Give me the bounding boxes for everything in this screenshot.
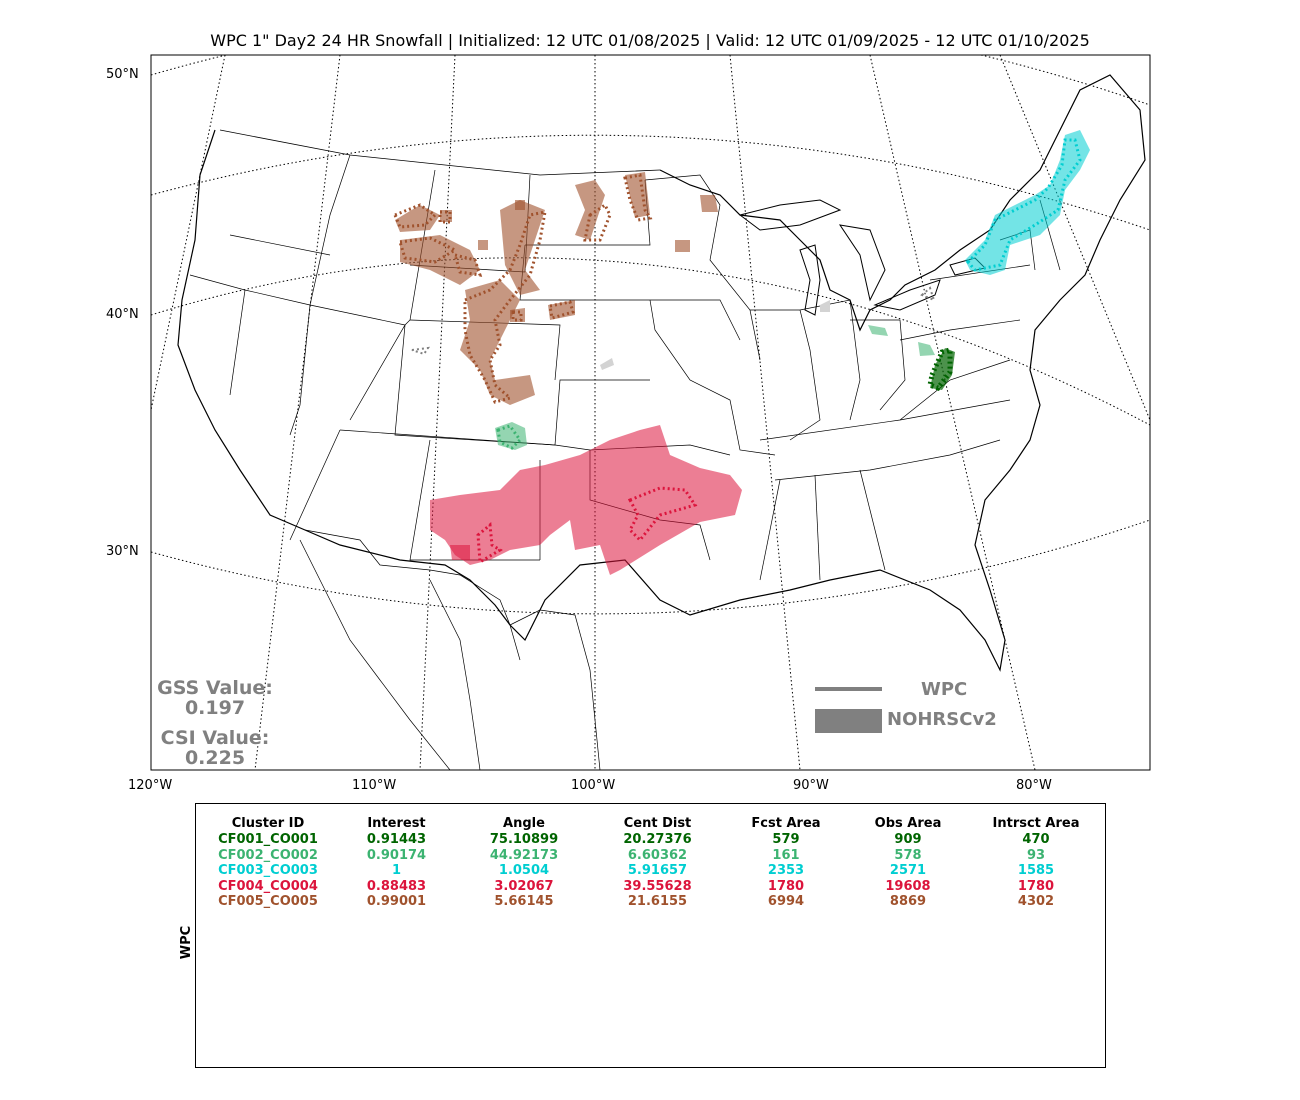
table-cell: 1780 (1017, 878, 1055, 894)
col-header-obs-area: Obs Area (874, 815, 942, 831)
lon-label-90: 90°W (793, 778, 829, 793)
longitude-line-105 (419, 55, 456, 770)
table-cell: 1780 (767, 878, 805, 894)
csi-value: 0.225 (184, 747, 246, 769)
gss-label: GSS Value: (157, 677, 273, 699)
verification-stats: GSS Value: 0.197 CSI Value: 0.225 (150, 678, 280, 768)
latitude-line-45 (151, 134, 1150, 231)
table-cell: CF001_CO001 (218, 832, 318, 848)
table-cell: 6.60362 (627, 847, 688, 863)
legend-nohrsc-label: NOHRSCv2 (887, 709, 997, 730)
longitude-line-75 (999, 55, 1150, 421)
cluster-table: Cluster ID Interest Angle Cent Dist Fcst… (198, 814, 1106, 910)
table-header-row: Cluster ID Interest Angle Cent Dist Fcst… (198, 814, 1106, 832)
mexico-border (304, 529, 521, 661)
table-cell: 0.99001 (366, 894, 427, 910)
table-cell: 470 (1022, 832, 1050, 848)
table-cell: 8869 (889, 894, 927, 910)
table-row: CF001_CO001 0.91443 75.10899 20.27376 579 909… (198, 832, 1106, 848)
lon-label-100: 100°W (571, 778, 616, 793)
legend-nohrsc-swatch (815, 709, 882, 733)
table-row: CF003_CO003 1 1.0504 5.91657 2353 2571 1585 (198, 863, 1106, 879)
cf004-obs-area (430, 425, 742, 575)
col-header-cluster-id: Cluster ID (231, 815, 305, 831)
map-frame (150, 54, 1151, 771)
col-header-angle: Angle (503, 815, 545, 831)
table-cell: 93 (1026, 847, 1046, 863)
table-cell: 4302 (1017, 894, 1055, 910)
latitude-line-30 (151, 519, 1150, 615)
table-cell: 5.91657 (627, 863, 688, 879)
cf005-fcst-outline (393, 173, 653, 404)
table-cell: 6994 (767, 894, 805, 910)
lon-label-80: 80°W (1016, 778, 1052, 793)
table-cell: 1 (391, 863, 402, 879)
map-title: WPC 1" Day2 24 HR Snowfall | Initialized… (210, 31, 1090, 50)
table-cell: 39.55628 (623, 878, 692, 894)
unmatched-obs-area (600, 300, 830, 370)
table-cell: CF004_CO004 (218, 878, 318, 894)
table-cell: 579 (772, 832, 800, 848)
table-row: CF002_CO002 0.90174 44.92173 6.60362 161 578 9… (198, 848, 1106, 864)
table-cell: 44.92173 (489, 847, 559, 863)
table-cell: 21.6155 (627, 894, 688, 910)
table-cell: 0.90174 (366, 847, 427, 863)
col-header-intrsct-area: Intrsct Area (992, 815, 1080, 831)
cf003-obs-area (965, 130, 1090, 275)
cluster-table-frame (195, 803, 1106, 1068)
col-header-cent-dist: Cent Dist (623, 815, 692, 831)
col-header-interest: Interest (367, 815, 426, 831)
table-cell: 1585 (1017, 863, 1055, 879)
table-cell: 578 (894, 847, 922, 863)
cf001-fcst-outline (927, 346, 953, 391)
lon-label-110: 110°W (352, 778, 397, 793)
table-cell: 3.02067 (494, 878, 554, 894)
lat-label-50: 50°N (106, 67, 139, 82)
latitude-line-40 (151, 257, 1150, 426)
longitude-line-115 (151, 55, 226, 411)
table-cell: CF002_CO002 (218, 847, 318, 863)
table-cell: 0.88483 (366, 878, 427, 894)
table-row: CF004_CO004 0.88483 3.02067 39.55628 1780 196… (198, 879, 1106, 895)
table-cell: 19608 (885, 878, 931, 894)
table-side-label: WPC (179, 925, 195, 960)
table-cell: CF003_CO003 (218, 863, 318, 879)
table-row: CF005_CO005 0.99001 5.66145 21.6155 6994 8869… (198, 894, 1106, 910)
table-cell: CF005_CO005 (218, 894, 318, 910)
table-cell: 1.0504 (498, 863, 550, 879)
lon-label-120: 120°W (128, 778, 173, 793)
table-cell: 2571 (889, 863, 927, 879)
table-cell: 0.91443 (366, 832, 427, 848)
us-coastline (177, 74, 1146, 672)
us-canada-border (219, 129, 661, 176)
table-cell: 20.27376 (623, 832, 692, 848)
cf002-fcst-outline (496, 424, 522, 450)
table-cell: 75.10899 (489, 832, 559, 848)
table-cell: 5.66145 (494, 894, 554, 910)
lat-label-30: 30°N (106, 544, 139, 559)
cf003-fcst-outline (965, 138, 1082, 272)
legend-wpc-label: WPC (921, 679, 968, 700)
table-cell: 161 (772, 847, 800, 863)
lat-label-40: 40°N (106, 307, 139, 322)
table-cell: 2353 (767, 863, 805, 879)
csi-label: CSI Value: (160, 727, 270, 749)
cf004-fcst-outline (476, 486, 698, 565)
col-header-fcst-area: Fcst Area (751, 815, 821, 831)
table-cell: 909 (894, 832, 922, 848)
gss-value: 0.197 (184, 697, 246, 719)
unmatched-fcst-outline (411, 286, 936, 356)
